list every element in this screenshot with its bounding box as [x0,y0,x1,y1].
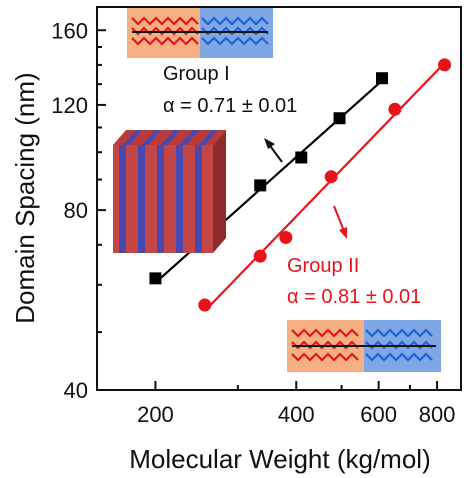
y-axis-title: Domain Spacing (nm) [10,72,40,323]
y-tick-label: 40 [64,378,88,403]
x-axis: 200 400 600 800 [137,381,455,427]
y-axis: 40 80 120 160 [51,18,106,403]
group-i-label: Group I [163,63,230,85]
group-ii-alpha-label: α = 0.81 ± 0.01 [287,286,421,308]
group-ii-fit-line [204,62,446,312]
plot-frame [96,6,462,391]
group-i-chain-schematic [127,8,273,58]
group-i-arrow [264,138,283,163]
y-tick-label: 160 [51,18,88,43]
group-i-point [375,72,388,85]
x-tick-label: 600 [360,402,397,427]
group-ii-point [198,298,212,312]
group-ii-point [388,102,402,116]
group-i-point [333,112,346,125]
group-ii-label: Group II [287,255,359,277]
group-ii-point [279,230,293,244]
group-i-alpha-label: α = 0.71 ± 0.01 [163,95,297,117]
x-axis-title: Molecular Weight (kg/mol) [129,444,431,474]
group-ii-point [253,249,267,263]
group-i-point [149,272,162,285]
y-tick-label: 120 [51,93,88,118]
group-ii-arrow [333,205,347,239]
group-ii-chain-schematic [287,320,441,372]
x-tick-label: 400 [278,402,315,427]
x-tick-label: 200 [137,402,174,427]
group-ii-point [324,170,338,184]
group-i-point [295,151,308,164]
group-ii-point [438,58,452,72]
y-tick-label: 80 [64,198,88,223]
lamellar-cube-schematic [113,130,226,253]
x-tick-label: 800 [419,402,456,427]
group-i-point [254,179,267,192]
